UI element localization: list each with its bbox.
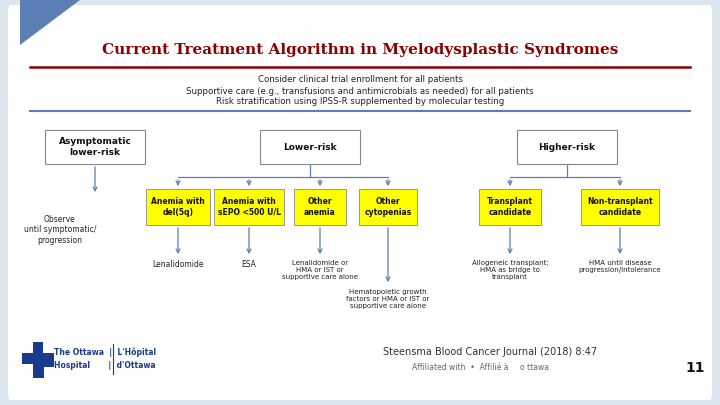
Text: Affiliated with  •  Affilié à: Affiliated with • Affilié à	[412, 364, 508, 373]
Text: Current Treatment Algorithm in Myelodysplastic Syndromes: Current Treatment Algorithm in Myelodysp…	[102, 43, 618, 57]
Text: ESA: ESA	[242, 260, 256, 269]
Text: Risk stratification using IPSS-R supplemented by molecular testing: Risk stratification using IPSS-R supplem…	[216, 98, 504, 107]
Bar	[581, 189, 659, 225]
Text: Asymptomatic
lower-risk: Asymptomatic lower-risk	[58, 137, 132, 157]
Text: Steensma Blood Cancer Journal (2018) 8:47: Steensma Blood Cancer Journal (2018) 8:4…	[383, 347, 597, 357]
Bar	[33, 342, 43, 378]
Text: Other
anemia: Other anemia	[304, 197, 336, 217]
Text: Consider clinical trial enrollment for all patients: Consider clinical trial enrollment for a…	[258, 75, 462, 83]
Text: Lower-risk: Lower-risk	[283, 143, 337, 151]
Bar	[146, 189, 210, 225]
Text: Transplant
candidate: Transplant candidate	[487, 197, 533, 217]
Bar	[479, 189, 541, 225]
Text: Lenalidomide or
HMA or IST or
supportive care alone: Lenalidomide or HMA or IST or supportive…	[282, 260, 358, 280]
Bar	[214, 189, 284, 225]
Bar	[359, 189, 417, 225]
Bar	[45, 130, 145, 164]
Bar	[22, 364, 36, 378]
Text: Higher-risk: Higher-risk	[539, 143, 595, 151]
Polygon shape	[20, 0, 80, 45]
Text: Hematopoietic growth
factors or HMA or IST or
supportive care alone: Hematopoietic growth factors or HMA or I…	[346, 289, 430, 309]
Bar	[260, 130, 360, 164]
Text: Allogeneic transplant;
HMA as bridge to
transplant: Allogeneic transplant; HMA as bridge to …	[472, 260, 549, 280]
Bar	[294, 189, 346, 225]
Bar	[517, 130, 617, 164]
Bar	[22, 353, 54, 367]
Text: Anemia with
sEPO <500 U/L: Anemia with sEPO <500 U/L	[217, 197, 281, 217]
Text: ᴏ ttawa: ᴏ ttawa	[521, 364, 549, 373]
Bar	[33, 364, 44, 378]
Text: Supportive care (e.g., transfusions and antimicrobials as needed) for all patien: Supportive care (e.g., transfusions and …	[186, 87, 534, 96]
Text: Other
cytopenias: Other cytopenias	[364, 197, 412, 217]
Text: Hospital       |  d'Ottawa: Hospital | d'Ottawa	[54, 362, 156, 371]
Text: HMA until disease
progression/intolerance: HMA until disease progression/intoleranc…	[579, 260, 661, 273]
Text: Anemia with
del(5q): Anemia with del(5q)	[151, 197, 205, 217]
Text: 11: 11	[685, 361, 705, 375]
Text: Non-transplant
candidate: Non-transplant candidate	[588, 197, 653, 217]
Text: Observe
until symptomatic/
progression: Observe until symptomatic/ progression	[24, 215, 96, 245]
Text: Lenalidomide: Lenalidomide	[152, 260, 204, 269]
Text: The Ottawa  |  L'Hôpital: The Ottawa | L'Hôpital	[54, 347, 156, 357]
